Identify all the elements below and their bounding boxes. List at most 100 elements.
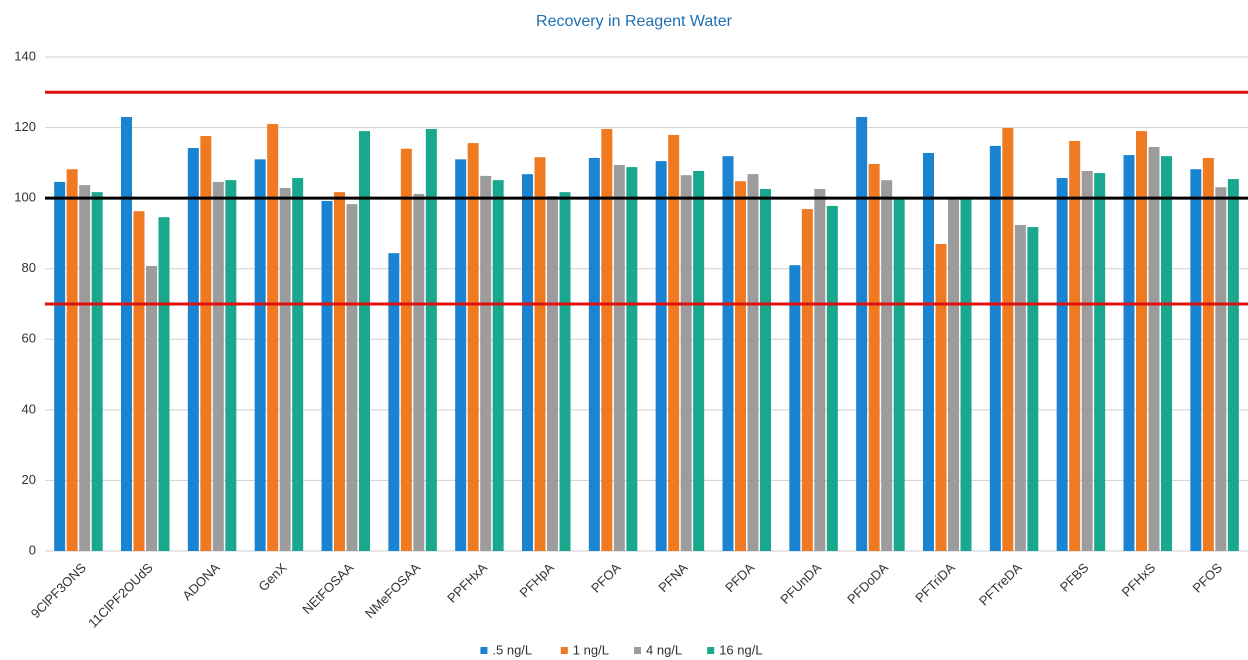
y-tick-label: 60	[22, 331, 36, 346]
bar	[1215, 187, 1227, 551]
x-tick-label: PFDoDA	[844, 560, 891, 607]
bar	[467, 143, 479, 551]
x-tick-label: PFNA	[655, 560, 690, 595]
x-tick-label: NMeFOSAA	[362, 560, 423, 621]
bar	[455, 159, 467, 552]
legend-swatch	[480, 647, 488, 654]
x-tick-label: GenX	[255, 560, 289, 594]
legend-swatch	[707, 647, 715, 654]
bar	[1069, 140, 1081, 552]
bar	[146, 265, 157, 551]
x-tick-label: PFDA	[722, 560, 757, 595]
bar	[760, 188, 771, 551]
legend-label: .5 ng/L	[492, 642, 532, 657]
bar	[722, 156, 734, 551]
x-tick-label: PFHxS	[1119, 560, 1159, 600]
bar	[547, 196, 558, 552]
bar	[413, 193, 425, 551]
bar	[668, 134, 680, 551]
legend-label: 16 ng/L	[719, 642, 762, 657]
bar	[1094, 173, 1106, 551]
bar	[1148, 146, 1160, 551]
bar	[735, 181, 746, 551]
legend-label: 4 ng/L	[646, 642, 682, 657]
bar	[856, 116, 868, 551]
y-tick-label: 40	[22, 401, 36, 416]
bar	[522, 174, 533, 552]
y-tick-label: 140	[14, 48, 36, 63]
x-tick-label: PFHpA	[517, 560, 557, 600]
x-tick-label: PPFHxA	[444, 560, 490, 606]
legend-swatch	[634, 647, 641, 654]
bar	[588, 157, 600, 551]
bar	[388, 253, 400, 551]
bar	[133, 211, 145, 551]
y-tick-label: 120	[14, 119, 36, 134]
bar	[1081, 170, 1093, 552]
x-tick-label: PFTriDA	[912, 560, 958, 606]
x-tick-label: PFTreDA	[976, 560, 1025, 609]
bar	[601, 128, 613, 552]
bar	[613, 164, 625, 551]
bar	[121, 116, 132, 551]
bar	[1002, 127, 1014, 551]
x-tick-label: 11ClPF2OUdS	[85, 560, 156, 631]
y-tick-label: 80	[22, 260, 36, 275]
legend-label: 1 ng/L	[573, 642, 609, 657]
y-tick-label: 20	[22, 472, 36, 487]
bar	[66, 169, 78, 552]
bar	[79, 185, 91, 551]
bar	[359, 131, 370, 551]
x-tick-label: PFBS	[1057, 560, 1092, 595]
bar	[292, 178, 304, 551]
bar	[826, 205, 838, 552]
bar	[801, 209, 813, 551]
y-tick-label: 0	[29, 542, 36, 557]
chart-title: Recovery in Reagent Water	[536, 13, 733, 30]
bar	[334, 192, 345, 551]
bar	[881, 180, 893, 551]
bar	[1014, 224, 1026, 551]
bar	[680, 175, 692, 551]
bar	[1136, 131, 1147, 551]
bar	[346, 204, 358, 552]
bar	[400, 148, 412, 551]
x-tick-label: PFOA	[588, 560, 624, 596]
x-tick-label: ADONA	[179, 560, 223, 604]
bar	[747, 174, 759, 552]
x-tick-label: PFUnDA	[777, 560, 824, 607]
bar	[960, 198, 972, 551]
bar	[212, 181, 224, 551]
bar	[626, 167, 638, 551]
bar	[1190, 169, 1202, 552]
bar	[1202, 157, 1214, 551]
x-tick-label: PFOS	[1189, 560, 1225, 596]
bar	[254, 159, 266, 552]
bar	[187, 148, 199, 551]
bar	[1227, 179, 1239, 552]
bar	[492, 180, 504, 551]
x-tick-label: 9ClPF3ONS	[28, 560, 89, 621]
bar	[91, 192, 103, 551]
bar	[868, 163, 880, 551]
bar	[480, 175, 492, 552]
bar	[923, 152, 934, 551]
bar	[789, 265, 801, 551]
bar	[200, 136, 212, 552]
bar	[935, 244, 947, 551]
bar	[54, 181, 66, 551]
bar	[1056, 178, 1068, 551]
bar	[425, 128, 437, 552]
legend-swatch	[560, 647, 568, 654]
bar	[948, 198, 959, 551]
bar	[814, 188, 826, 551]
bar	[1123, 155, 1135, 551]
bar	[1161, 156, 1172, 551]
bar	[693, 170, 705, 552]
bar	[225, 180, 237, 551]
y-tick-label: 100	[14, 190, 36, 205]
bar	[279, 187, 291, 551]
bar	[1027, 227, 1039, 551]
bar	[321, 200, 333, 552]
